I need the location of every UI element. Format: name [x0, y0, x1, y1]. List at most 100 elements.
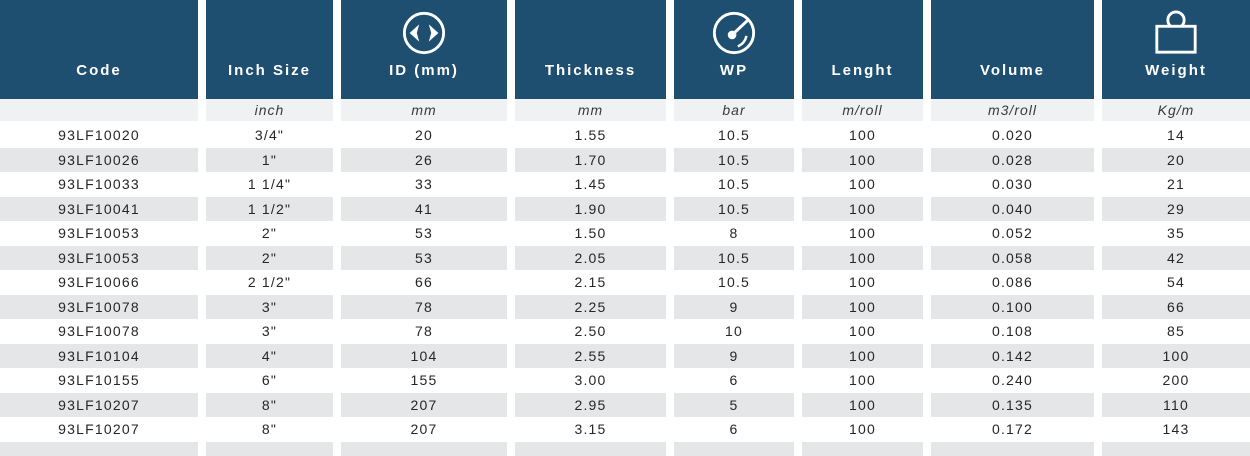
unit-cell-volume: m3/roll	[931, 99, 1094, 121]
column-header-volume: Volume	[931, 0, 1094, 99]
cell-wp: 6	[674, 368, 794, 393]
cell-id-mm: 207	[341, 392, 507, 417]
cell-volume: 0.020	[931, 123, 1094, 148]
cell-lenght: 100	[802, 368, 923, 393]
cell-inch-size: 3/4"	[206, 123, 333, 148]
column-label: Code	[76, 62, 122, 79]
cell-inch-size: 3"	[206, 319, 333, 344]
cell-id-mm: 41	[341, 196, 507, 221]
cell-thickness: 3.00	[515, 368, 666, 393]
cell-lenght: 100	[802, 392, 923, 417]
cell-lenght: 100	[802, 319, 923, 344]
cell-wp: 10.5	[674, 172, 794, 197]
cell-thickness: 1.50	[515, 221, 666, 246]
cell-code: 93LF10207	[0, 392, 198, 417]
cell-thickness: 2.05	[515, 245, 666, 270]
cell-code: 93LF10020	[0, 123, 198, 148]
unit-cell-id-mm: mm	[341, 99, 507, 121]
column-label: Thickness	[544, 62, 637, 79]
cell-volume: 0.052	[931, 221, 1094, 246]
column-header-inch-size: Inch Size	[206, 0, 333, 99]
cell-inch-size: 6"	[206, 368, 333, 393]
cell-lenght: 100	[802, 172, 923, 197]
cell-weight: 66	[1102, 294, 1250, 319]
cell-volume: 0.108	[931, 319, 1094, 344]
table-row: 93LF10207 8" 207 3.15 6 100 0.172 143	[0, 417, 1250, 442]
cell-wp: 8	[674, 221, 794, 246]
cell-inch-size: 2 1/2"	[206, 270, 333, 295]
table-body: 93LF10020 3/4" 20 1.55 10.5 100 0.020 14…	[0, 123, 1250, 442]
unit-cell-lenght: m/roll	[802, 99, 923, 121]
cell-id-mm: 33	[341, 172, 507, 197]
table-row: 93LF10020 3/4" 20 1.55 10.5 100 0.020 14	[0, 123, 1250, 148]
empty-cell	[1102, 441, 1250, 456]
cell-volume: 0.030	[931, 172, 1094, 197]
cell-volume: 0.040	[931, 196, 1094, 221]
cell-id-mm: 207	[341, 417, 507, 442]
cell-weight: 100	[1102, 343, 1250, 368]
cell-weight: 20	[1102, 147, 1250, 172]
column-header-thickness: Thickness	[515, 0, 666, 99]
cell-wp: 10	[674, 319, 794, 344]
table-row: 93LF10207 8" 207 2.95 5 100 0.135 110	[0, 392, 1250, 417]
units-row: inch mm mm bar m/roll m3/roll Kg/m	[0, 99, 1250, 121]
column-label: Inch Size	[227, 62, 312, 79]
weight-icon	[1153, 10, 1199, 56]
cell-weight: 110	[1102, 392, 1250, 417]
cell-wp: 10.5	[674, 270, 794, 295]
cell-code: 93LF10207	[0, 417, 198, 442]
cell-volume: 0.142	[931, 343, 1094, 368]
column-label: WP	[719, 62, 749, 79]
cell-id-mm: 104	[341, 343, 507, 368]
column-header-id-mm: ID (mm)	[341, 0, 507, 99]
column-label: Lenght	[831, 62, 894, 79]
cell-wp: 9	[674, 343, 794, 368]
cell-weight: 200	[1102, 368, 1250, 393]
empty-bottom-row	[0, 441, 1250, 456]
column-header-code: Code	[0, 0, 198, 99]
column-header-wp: WP	[674, 0, 794, 99]
cell-wp: 10.5	[674, 245, 794, 270]
table-row: 93LF10078 3" 78 2.25 9 100 0.100 66	[0, 294, 1250, 319]
table-row: 93LF10078 3" 78 2.50 10 100 0.108 85	[0, 319, 1250, 344]
cell-weight: 14	[1102, 123, 1250, 148]
pressure-gauge-icon	[711, 10, 757, 56]
cell-code: 93LF10078	[0, 319, 198, 344]
cell-id-mm: 26	[341, 147, 507, 172]
cell-volume: 0.100	[931, 294, 1094, 319]
cell-inch-size: 1"	[206, 147, 333, 172]
cell-code: 93LF10078	[0, 294, 198, 319]
table-row: 93LF10155 6" 155 3.00 6 100 0.240 200	[0, 368, 1250, 393]
cell-weight: 35	[1102, 221, 1250, 246]
table-row: 93LF10026 1" 26 1.70 10.5 100 0.028 20	[0, 147, 1250, 172]
cell-inch-size: 3"	[206, 294, 333, 319]
cell-id-mm: 20	[341, 123, 507, 148]
unit-cell-wp: bar	[674, 99, 794, 121]
cell-weight: 143	[1102, 417, 1250, 442]
cell-lenght: 100	[802, 245, 923, 270]
cell-lenght: 100	[802, 417, 923, 442]
cell-code: 93LF10026	[0, 147, 198, 172]
cell-thickness: 1.55	[515, 123, 666, 148]
cell-thickness: 3.15	[515, 417, 666, 442]
column-label: Volume	[979, 62, 1046, 79]
unit-cell-weight: Kg/m	[1102, 99, 1250, 121]
cell-inch-size: 1 1/4"	[206, 172, 333, 197]
cell-volume: 0.135	[931, 392, 1094, 417]
cell-code: 93LF10066	[0, 270, 198, 295]
cell-id-mm: 66	[341, 270, 507, 295]
column-header-lenght: Lenght	[802, 0, 923, 99]
cell-inch-size: 2"	[206, 245, 333, 270]
cell-thickness: 1.90	[515, 196, 666, 221]
cell-weight: 21	[1102, 172, 1250, 197]
table-row: 93LF10053 2" 53 1.50 8 100 0.052 35	[0, 221, 1250, 246]
cell-code: 93LF10053	[0, 221, 198, 246]
unit-cell-code	[0, 99, 198, 121]
cell-weight: 29	[1102, 196, 1250, 221]
cell-id-mm: 78	[341, 294, 507, 319]
cell-code: 93LF10033	[0, 172, 198, 197]
cell-lenght: 100	[802, 221, 923, 246]
cell-id-mm: 78	[341, 319, 507, 344]
cell-code: 93LF10155	[0, 368, 198, 393]
